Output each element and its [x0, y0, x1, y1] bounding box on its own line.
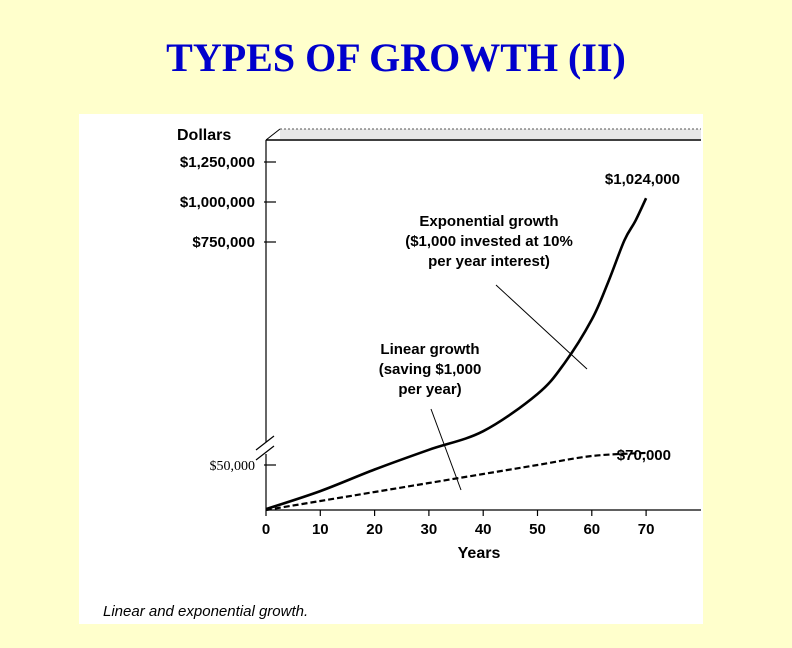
annotation-exp-end-value: $1,024,000 [605, 171, 680, 188]
annotation-exponential-label: Exponential growth ($1,000 invested at 10… [405, 213, 573, 270]
annotation-linear-label: Linear growth (saving $1,000 per year) [379, 341, 482, 398]
x-tick-label: 30 [421, 521, 438, 538]
y-tick-label: $50,000 [210, 459, 256, 474]
x-tick-label: 70 [638, 521, 655, 538]
annotation-line: Exponential growth [419, 213, 558, 230]
x-tick-label: 40 [475, 521, 492, 538]
growth-chart: Dollars $50,000 $750,000 $1,000,000 $1,250,… [177, 127, 701, 562]
slide-title: TYPES OF GROWTH (II) [166, 35, 626, 80]
annotation-line: (saving $1,000 [379, 361, 482, 378]
y-tick-label: $1,000,000 [180, 194, 255, 211]
y-tick-label: $1,250,000 [180, 154, 255, 171]
top-frame-slant [265, 128, 281, 141]
annotation-lin-end-value: $70,000 [617, 447, 671, 464]
x-tick-label: 20 [366, 521, 383, 538]
y-tick-label: $750,000 [192, 234, 255, 251]
lin-label-leader [430, 408, 462, 491]
x-tick-label: 0 [262, 521, 270, 538]
x-tick-label: 10 [312, 521, 329, 538]
x-tick-label: 60 [583, 521, 600, 538]
annotation-line: per year) [398, 381, 461, 398]
annotation-line: ($1,000 invested at 10% [405, 233, 573, 250]
figure-panel: Dollars $50,000 $750,000 $1,000,000 $1,250,… [79, 114, 703, 624]
exp-label-leader [495, 284, 588, 370]
x-axis-title: Years [458, 545, 501, 562]
y-axis-title: Dollars [177, 127, 231, 144]
axis-break-mark-1 [255, 435, 275, 451]
y-ticks: $50,000 $750,000 $1,000,000 $1,250,000 [180, 154, 276, 474]
x-ticks: 0 10 20 30 40 50 60 70 [262, 510, 655, 538]
top-frame-shading [280, 129, 701, 139]
axis-break-mark-2 [255, 445, 275, 461]
series-linear-growth [265, 451, 647, 512]
x-tick-label: 50 [529, 521, 546, 538]
annotation-line: per year interest) [428, 253, 550, 270]
annotation-line: Linear growth [380, 341, 479, 358]
series-exponential-growth [265, 197, 648, 511]
figure-caption: Linear and exponential growth. [103, 603, 309, 620]
